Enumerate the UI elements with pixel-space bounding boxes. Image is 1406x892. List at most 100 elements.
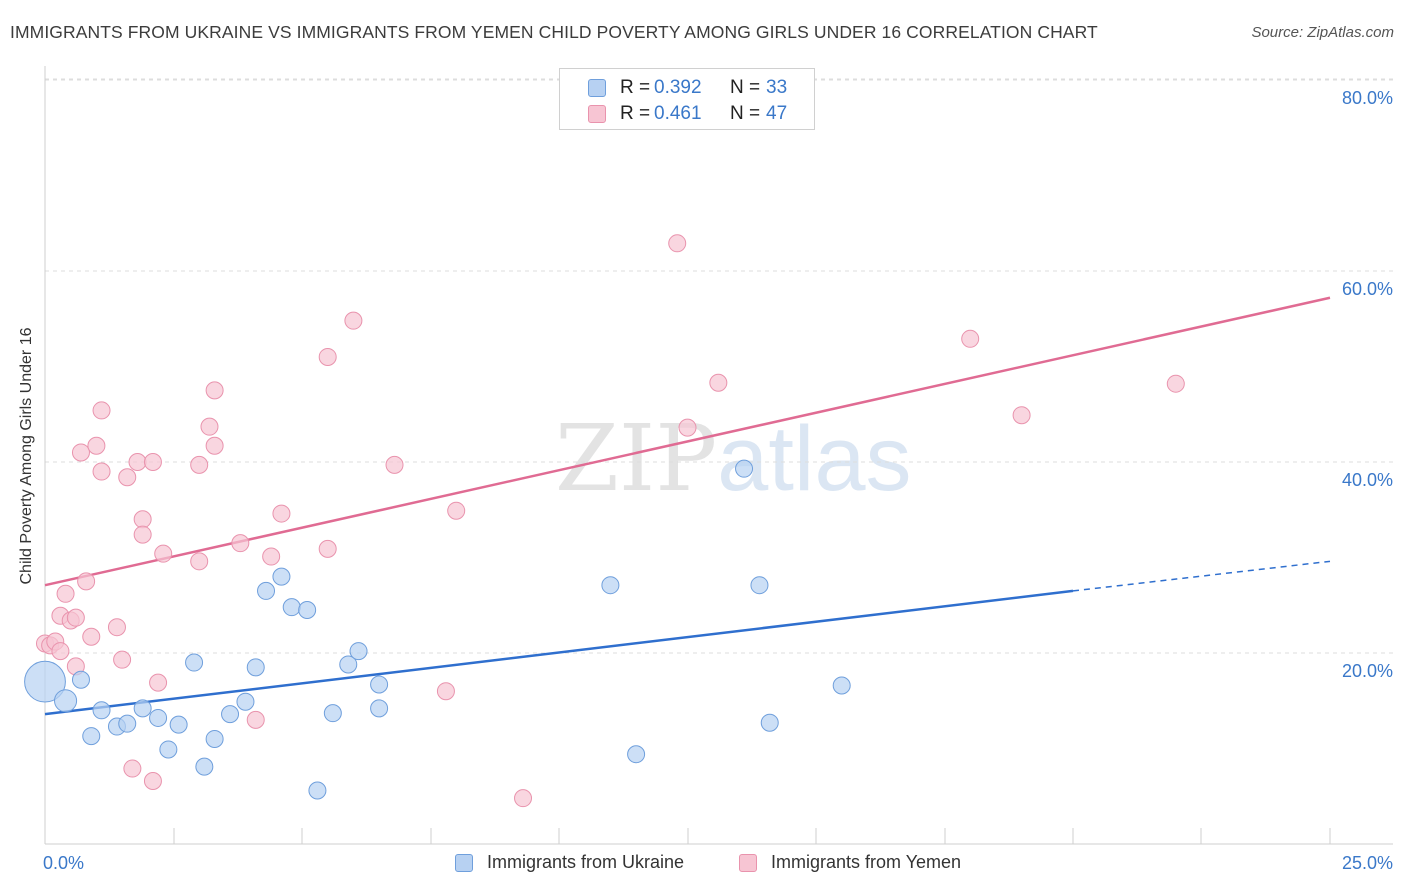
yemen-point xyxy=(190,552,209,571)
ukraine-point xyxy=(370,699,389,718)
yemen-point xyxy=(205,436,224,455)
ukraine-trend-extension xyxy=(1072,560,1331,592)
yemen-point xyxy=(200,417,219,436)
yemen-point xyxy=(514,789,533,808)
yemen-trend-line xyxy=(44,296,1331,587)
n-value: 47 xyxy=(766,103,788,124)
ukraine-swatch xyxy=(455,854,473,872)
ukraine-point xyxy=(24,660,66,703)
yemen-point xyxy=(71,443,90,462)
yemen-point xyxy=(143,453,162,471)
grid-lines xyxy=(45,78,1395,654)
yemen-swatch xyxy=(739,854,757,872)
ukraine-point xyxy=(195,757,214,776)
legend-label: Immigrants from Yemen xyxy=(771,852,962,872)
yemen-point xyxy=(56,584,75,603)
ukraine-point xyxy=(169,715,188,734)
ukraine-swatch xyxy=(588,79,606,97)
x-tick-label: 0.0% xyxy=(43,853,84,873)
ukraine-point xyxy=(832,676,851,695)
r-value: 0.461 xyxy=(654,103,702,124)
ukraine-point xyxy=(82,727,101,746)
yemen-point xyxy=(133,510,152,529)
y-tick-label: 40.0% xyxy=(1342,470,1393,490)
ukraine-point xyxy=(323,704,342,723)
trend-lines xyxy=(44,296,1331,716)
ukraine-point xyxy=(71,670,90,689)
correlation-legend: R = 0.392 N = 33 R = 0.461 N = 47 xyxy=(559,68,815,130)
yemen-point xyxy=(262,547,281,566)
r-label: R = xyxy=(620,77,651,98)
yemen-point xyxy=(1012,406,1031,425)
yemen-point xyxy=(77,572,96,591)
yemen-point xyxy=(668,234,687,253)
ukraine-point xyxy=(627,745,646,764)
ukraine-point xyxy=(370,675,389,694)
yemen-swatch xyxy=(588,105,606,123)
yemen-point xyxy=(154,544,173,563)
ukraine-point xyxy=(349,642,368,661)
data-points xyxy=(24,234,1185,808)
yemen-point xyxy=(678,418,697,437)
r-value: 0.392 xyxy=(654,77,702,98)
ukraine-point xyxy=(257,581,276,600)
yemen-point xyxy=(51,642,70,661)
yemen-point xyxy=(149,673,168,692)
ukraine-point xyxy=(185,653,204,672)
ukraine-point xyxy=(221,705,240,724)
ukraine-point xyxy=(308,781,327,800)
yemen-point xyxy=(961,329,980,348)
ukraine-point xyxy=(339,655,358,674)
yemen-point xyxy=(385,455,404,474)
yemen-point xyxy=(66,608,85,627)
y-tick-label: 20.0% xyxy=(1342,661,1393,681)
ukraine-point xyxy=(133,699,152,718)
chart-title: IMMIGRANTS FROM UKRAINE VS IMMIGRANTS FR… xyxy=(10,22,1098,42)
y-tick-label: 80.0% xyxy=(1342,88,1393,108)
yemen-point xyxy=(436,682,455,701)
yemen-point xyxy=(344,311,363,330)
ukraine-point xyxy=(760,713,779,732)
yemen-point xyxy=(113,650,132,669)
ukraine-point xyxy=(272,567,291,586)
ukraine-point xyxy=(118,714,137,733)
ukraine-point xyxy=(92,701,111,720)
tick-labels: 20.0% 40.0% 60.0% 80.0% 0.0% 25.0% xyxy=(43,88,1393,873)
yemen-point xyxy=(246,710,265,729)
yemen-point xyxy=(143,771,162,790)
yemen-point xyxy=(92,462,111,481)
n-value: 33 xyxy=(766,77,788,98)
n-label: N = xyxy=(730,77,761,98)
yemen-point xyxy=(272,504,291,523)
yemen-point xyxy=(92,401,111,420)
yemen-point xyxy=(82,627,101,646)
yemen-point xyxy=(128,453,147,471)
yemen-point xyxy=(709,373,728,392)
yemen-point xyxy=(318,347,337,366)
yemen-point xyxy=(107,618,126,637)
yemen-point xyxy=(123,759,142,778)
y-axis-label: Child Poverty Among Girls Under 16 xyxy=(18,327,35,585)
ukraine-point xyxy=(735,459,754,478)
yemen-point xyxy=(118,468,137,487)
series-legend: Immigrants from Ukraine Immigrants from … xyxy=(0,852,1406,878)
ukraine-point xyxy=(282,598,301,617)
ukraine-point xyxy=(298,601,317,620)
yemen-point xyxy=(447,501,466,520)
legend-label: Immigrants from Ukraine xyxy=(487,852,685,872)
yemen-point xyxy=(87,436,106,455)
ukraine-trend-line xyxy=(44,589,1074,716)
ukraine-point xyxy=(601,576,620,595)
yemen-point xyxy=(133,525,152,544)
watermark-atlas: atlas xyxy=(717,408,912,510)
y-tick-label: 60.0% xyxy=(1342,279,1393,299)
yemen-point xyxy=(190,455,209,474)
ukraine-point xyxy=(159,740,178,759)
x-tick-label: 25.0% xyxy=(1342,853,1393,873)
yemen-point xyxy=(231,534,250,553)
ukraine-point xyxy=(246,658,265,677)
r-label: R = xyxy=(620,103,651,124)
ukraine-point xyxy=(149,708,168,727)
yemen-point xyxy=(318,539,337,558)
